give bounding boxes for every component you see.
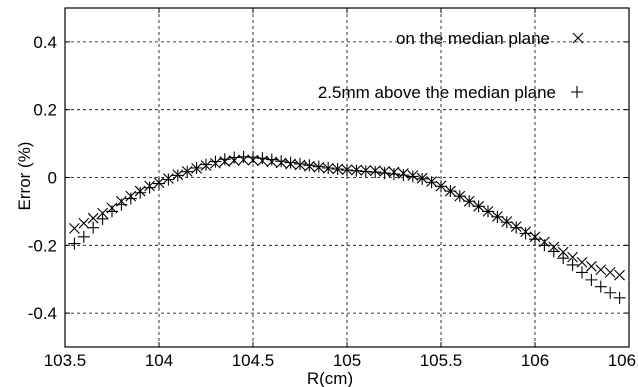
data-point-above-median-plane [369, 166, 382, 179]
data-point-above-median-plane [153, 177, 165, 190]
data-point-above-median-plane [284, 156, 297, 169]
data-point-above-median-plane [124, 192, 137, 205]
y-tick-label: 0.4 [33, 33, 57, 52]
data-point-above-median-plane [435, 180, 447, 193]
data-point-above-median-plane [303, 159, 316, 172]
data-point-above-median-plane [87, 221, 100, 234]
data-point-above-median-plane [378, 167, 391, 180]
data-point-above-median-plane [510, 221, 523, 234]
data-point-above-median-plane [115, 198, 128, 211]
x-axis-label: R(cm) [307, 369, 353, 387]
data-point-above-median-plane [106, 205, 118, 218]
legend-entry-median-plane: on the median plane [396, 29, 550, 48]
data-point-above-median-plane [594, 280, 607, 293]
legend-plus-icon [571, 86, 583, 98]
data-point-above-median-plane [228, 151, 241, 164]
data-point-above-median-plane [265, 153, 278, 166]
data-point-above-median-plane [425, 176, 438, 189]
x-tick-label: 106 [521, 351, 549, 370]
data-point-above-median-plane [350, 164, 363, 177]
data-point-above-median-plane [613, 291, 626, 304]
data-point-above-median-plane [247, 151, 259, 164]
data-point-above-median-plane [312, 160, 325, 173]
data-point-above-median-plane [519, 227, 532, 240]
data-point-median-plane [614, 269, 625, 281]
data-point-above-median-plane [218, 153, 231, 166]
data-point-above-median-plane [576, 266, 588, 279]
data-point-median-plane [586, 260, 597, 272]
data-point-above-median-plane [143, 181, 156, 194]
legend-marker-plus [571, 86, 583, 98]
grid-lines [64, 8, 630, 347]
data-point-above-median-plane [341, 164, 353, 177]
data-point-above-median-plane [482, 205, 494, 218]
legend: on the median plane 2.5mm above the medi… [318, 29, 584, 102]
data-point-above-median-plane [275, 155, 288, 168]
data-point-above-median-plane [538, 239, 551, 252]
data-point-above-median-plane [256, 152, 269, 165]
data-point-median-plane [557, 246, 569, 258]
data-point-above-median-plane [68, 237, 81, 250]
data-point-median-plane [78, 217, 90, 229]
x-tick-label: 106.5 [608, 351, 638, 370]
y-tick-label: -0.2 [28, 236, 57, 255]
y-tick-label: -0.4 [28, 304, 57, 323]
data-point-above-median-plane [171, 169, 184, 182]
data-point-above-median-plane [500, 216, 513, 229]
x-tick-label: 104 [145, 351, 173, 370]
data-point-above-median-plane [566, 258, 579, 271]
x-tick-label: 105 [333, 351, 361, 370]
x-tick-label: 104.5 [232, 351, 275, 370]
data-point-above-median-plane [547, 245, 560, 258]
data-point-above-median-plane [453, 190, 466, 203]
data-point-above-median-plane [416, 172, 429, 185]
data-point-above-median-plane [406, 170, 419, 183]
data-point-above-median-plane [444, 185, 457, 198]
data-point-above-median-plane [181, 165, 194, 178]
data-point-above-median-plane [388, 168, 400, 181]
data-point-above-median-plane [322, 162, 335, 175]
data-point-above-median-plane [472, 200, 485, 213]
data-point-above-median-plane [190, 162, 203, 175]
data-point-above-median-plane [557, 252, 570, 265]
data-point-median-plane [595, 264, 607, 276]
legend-x-icon [572, 32, 584, 44]
data-point-above-median-plane [359, 165, 372, 178]
data-marks [68, 150, 626, 304]
data-point-median-plane [604, 267, 616, 278]
legend-marker-x [572, 32, 584, 44]
y-tick-label: 0.2 [33, 101, 57, 120]
data-point-above-median-plane [331, 163, 344, 176]
data-point-above-median-plane [585, 273, 598, 286]
data-point-above-median-plane [200, 158, 212, 171]
legend-entry-above-median-plane: 2.5mm above the median plane [318, 83, 556, 102]
data-point-above-median-plane [491, 210, 504, 223]
data-point-above-median-plane [463, 195, 476, 208]
data-point-above-median-plane [96, 212, 109, 225]
data-point-median-plane [87, 212, 99, 224]
data-point-above-median-plane [604, 286, 617, 299]
y-tick-label: 0 [48, 169, 57, 188]
data-point-median-plane [69, 222, 80, 234]
data-point-median-plane [567, 251, 578, 263]
data-point-median-plane [576, 256, 588, 268]
y-axis-label: Error (%) [15, 142, 34, 211]
data-point-above-median-plane [77, 230, 90, 243]
data-point-above-median-plane [209, 155, 222, 168]
data-point-above-median-plane [294, 157, 306, 170]
data-point-above-median-plane [529, 233, 541, 246]
x-tick-label: 105.5 [420, 351, 463, 370]
plot-frame [64, 7, 630, 348]
x-tick-label: 103.5 [44, 351, 87, 370]
data-point-above-median-plane [162, 173, 175, 186]
tick-labels: 103.5 104 104.5 105 105.5 106 106.5 -0.4 -0.2 0 0.… [28, 33, 638, 370]
data-point-above-median-plane [397, 169, 410, 182]
data-point-above-median-plane [134, 186, 147, 199]
